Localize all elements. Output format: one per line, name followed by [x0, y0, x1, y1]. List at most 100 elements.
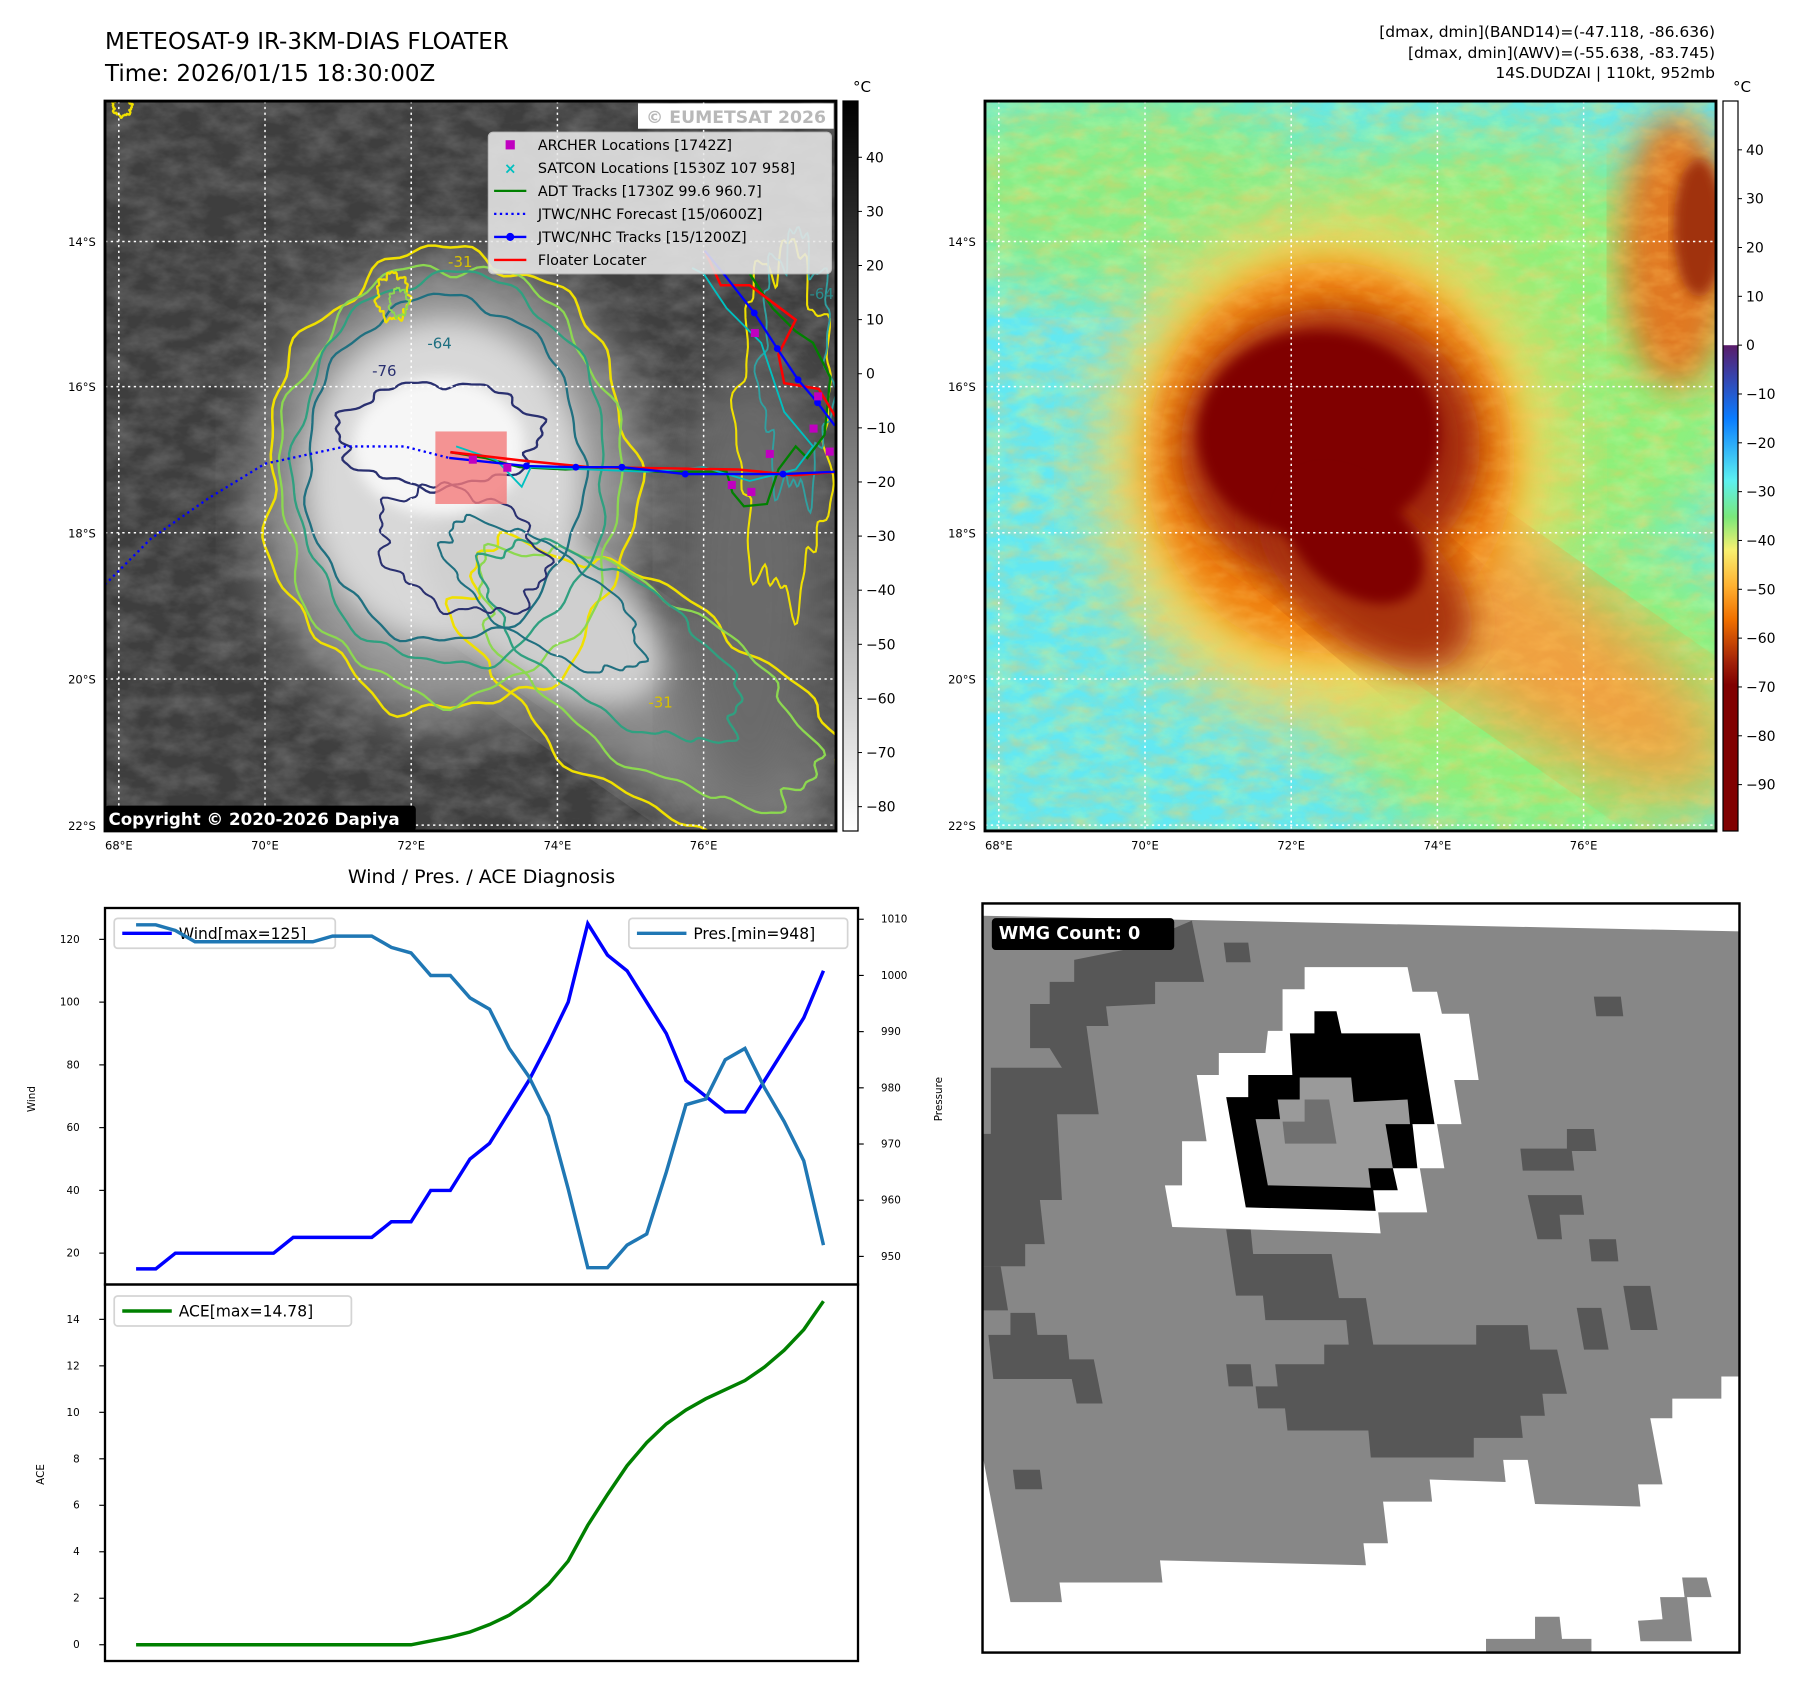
colorbar-tick-label: 40 — [866, 150, 884, 166]
ir-colorbar-ticks: 40 30 20 10 0 −10 −20 −30 −40 −50 −60 −70 −80 — [858, 150, 896, 816]
ace-series-line — [136, 1300, 825, 1647]
pressure-tick-label: 1010 — [881, 914, 907, 926]
title-satellite: METEOSAT-9 IR-3KM-DIAS FLOATER — [105, 29, 509, 55]
pressure-tick-label: 980 — [881, 1082, 901, 1094]
wmg-count-label: WMG Count: 0 — [999, 924, 1141, 944]
storm-stats: [dmax, dmin](BAND14)=(-47.118, -86.636) … — [1379, 22, 1715, 84]
figure-title: METEOSAT-9 IR-3KM-DIAS FLOATER Time: 202… — [105, 26, 509, 90]
contour-line — [474, 537, 744, 745]
watermark-box — [637, 103, 834, 129]
legend-frame — [628, 917, 849, 950]
temperature-contours — [111, 101, 836, 831]
ace-tick-label: 8 — [73, 1453, 80, 1465]
archer-locations — [468, 329, 834, 496]
title-time: Time: 2026/01/15 18:30:00Z — [105, 61, 436, 87]
pressure-tick-label: 970 — [881, 1138, 901, 1150]
wind-tick-label: 80 — [66, 1059, 79, 1071]
floater-locater-track-2 — [703, 250, 836, 419]
pressure-tick-label: 950 — [881, 1251, 901, 1263]
colorbar-tick-label: 0 — [866, 367, 875, 383]
lat-label: 18°S — [948, 526, 976, 540]
awv-satellite-map: 14°S 16°S 18°S 20°S 22°S 68°E 70°E 72°E 74°E 76°E — [948, 99, 1718, 852]
svg-text:-64: -64 — [427, 335, 451, 353]
svg-text:-31: -31 — [448, 253, 472, 271]
colorbar-tick-label: −80 — [1746, 729, 1776, 745]
lon-label: 74°E — [1424, 838, 1452, 852]
storm-info: 14S.DUDZAI | 110kt, 952mb — [1495, 64, 1715, 82]
lon-label: 76°E — [690, 838, 718, 852]
jtwc-forecast-track — [105, 445, 450, 586]
contour-line — [387, 286, 411, 320]
wmg-panel: WMG Count: 0 — [981, 902, 1741, 1654]
legend-label: ARCHER Locations [1742Z] — [538, 138, 732, 154]
legend-item: ARCHER Locations [1742Z] — [505, 138, 732, 154]
legend-item: × SATCON Locations [1530Z 107 958] — [504, 160, 795, 178]
ace-tick-label: 2 — [73, 1593, 80, 1605]
pressure-legend: Pres.[min=948] — [628, 917, 849, 950]
legend-item: Floater Locater — [494, 253, 646, 269]
colorbar-tick-label: 10 — [1746, 289, 1764, 305]
wind-tick-label: 100 — [60, 997, 80, 1009]
colorbar-tick-label: −70 — [866, 746, 896, 762]
contour-line — [444, 531, 836, 831]
ace-tick-label: 14 — [66, 1314, 80, 1326]
copyright-text: Copyright © 2020-2026 Dapiya — [108, 810, 399, 829]
colorbar-tick-label: −10 — [1746, 387, 1776, 403]
contour-line — [477, 542, 827, 815]
svg-text:-64: -64 — [810, 285, 834, 303]
lon-label: 76°E — [1570, 838, 1598, 852]
legend-item: ADT Tracks [1730Z 99.6 960.7] — [494, 184, 762, 200]
colorbar-tick-label: −90 — [1746, 778, 1776, 794]
wmg-gray-region — [982, 915, 1740, 1603]
awv-colorbar-ticks: 40 30 20 10 0 −10 −20 −30 −40 −50 −60 −70 −80 −90 — [1738, 143, 1776, 794]
contour-line — [287, 269, 607, 670]
colorbar-tick-label: 20 — [1746, 240, 1764, 256]
wmg-eye-center — [1282, 1099, 1337, 1144]
map-axis-ticks: 14°S 16°S 18°S 20°S 22°S 68°E 70°E 72°E 74°E 76°E — [68, 235, 717, 852]
awv-stats: [dmax, dmin](AWV)=(-55.638, -83.745) — [1408, 43, 1715, 62]
legend-label: Pres.[min=948] — [693, 925, 815, 943]
pressure-tick-label: 960 — [881, 1195, 901, 1207]
colorbar-tick-label: −40 — [866, 583, 896, 599]
contour-line — [111, 101, 135, 119]
contour-line — [436, 513, 650, 674]
colorbar-tick-label: −40 — [1746, 533, 1776, 549]
pressure-series-line — [136, 923, 826, 1270]
legend-item: JTWC/NHC Forecast [15/0600Z] — [494, 207, 762, 223]
lat-label: 22°S — [68, 819, 96, 833]
lat-label: 18°S — [68, 526, 96, 540]
colorbar-tick-label: −30 — [866, 529, 896, 545]
colorbar-tick-label: 30 — [1746, 192, 1764, 208]
colorbar-tick-label: −60 — [1746, 631, 1776, 647]
ir-satellite-map: -31 -64 -76 -64 -31 © EUMETSAT 2026 ARCH… — [68, 99, 838, 852]
legend-frame — [113, 1295, 353, 1327]
legend-label: ACE[max=14.78] — [179, 1303, 313, 1321]
colorbar-tick-label: −20 — [1746, 436, 1776, 452]
lon-label: 72°E — [397, 838, 425, 852]
floater-locater-track — [450, 450, 836, 477]
colorbar-tick-label: −60 — [866, 691, 896, 707]
ace-tick-label: 12 — [66, 1360, 79, 1372]
wind-legend: Wind[max=125] — [113, 917, 337, 950]
lon-label: 70°E — [1131, 838, 1159, 852]
colorbar-tick-label: 20 — [866, 259, 884, 275]
colorbar-tick-label: −20 — [866, 475, 896, 491]
floater-box — [435, 431, 507, 504]
jtwc-track-points — [522, 309, 822, 478]
svg-text:-31: -31 — [648, 694, 672, 712]
lat-label: 16°S — [68, 380, 96, 394]
ace-axes-frame — [103, 1283, 860, 1663]
wind-tick-label: 120 — [60, 934, 80, 946]
lat-label: 14°S — [948, 235, 976, 249]
wmg-dark-regions — [982, 920, 1658, 1490]
ace-tick-label: 10 — [66, 1407, 79, 1419]
lon-label: 70°E — [251, 838, 279, 852]
colorbar-tick-label: −10 — [866, 421, 896, 437]
pressure-tick-label: 1000 — [881, 970, 907, 982]
ace-tick-label: 4 — [73, 1546, 80, 1558]
wind-tick-label: 60 — [66, 1122, 79, 1134]
legend-label: SATCON Locations [1530Z 107 958] — [538, 161, 795, 177]
lat-label: 20°S — [948, 673, 976, 687]
copyright-box — [105, 805, 416, 831]
lat-label: 22°S — [948, 819, 976, 833]
